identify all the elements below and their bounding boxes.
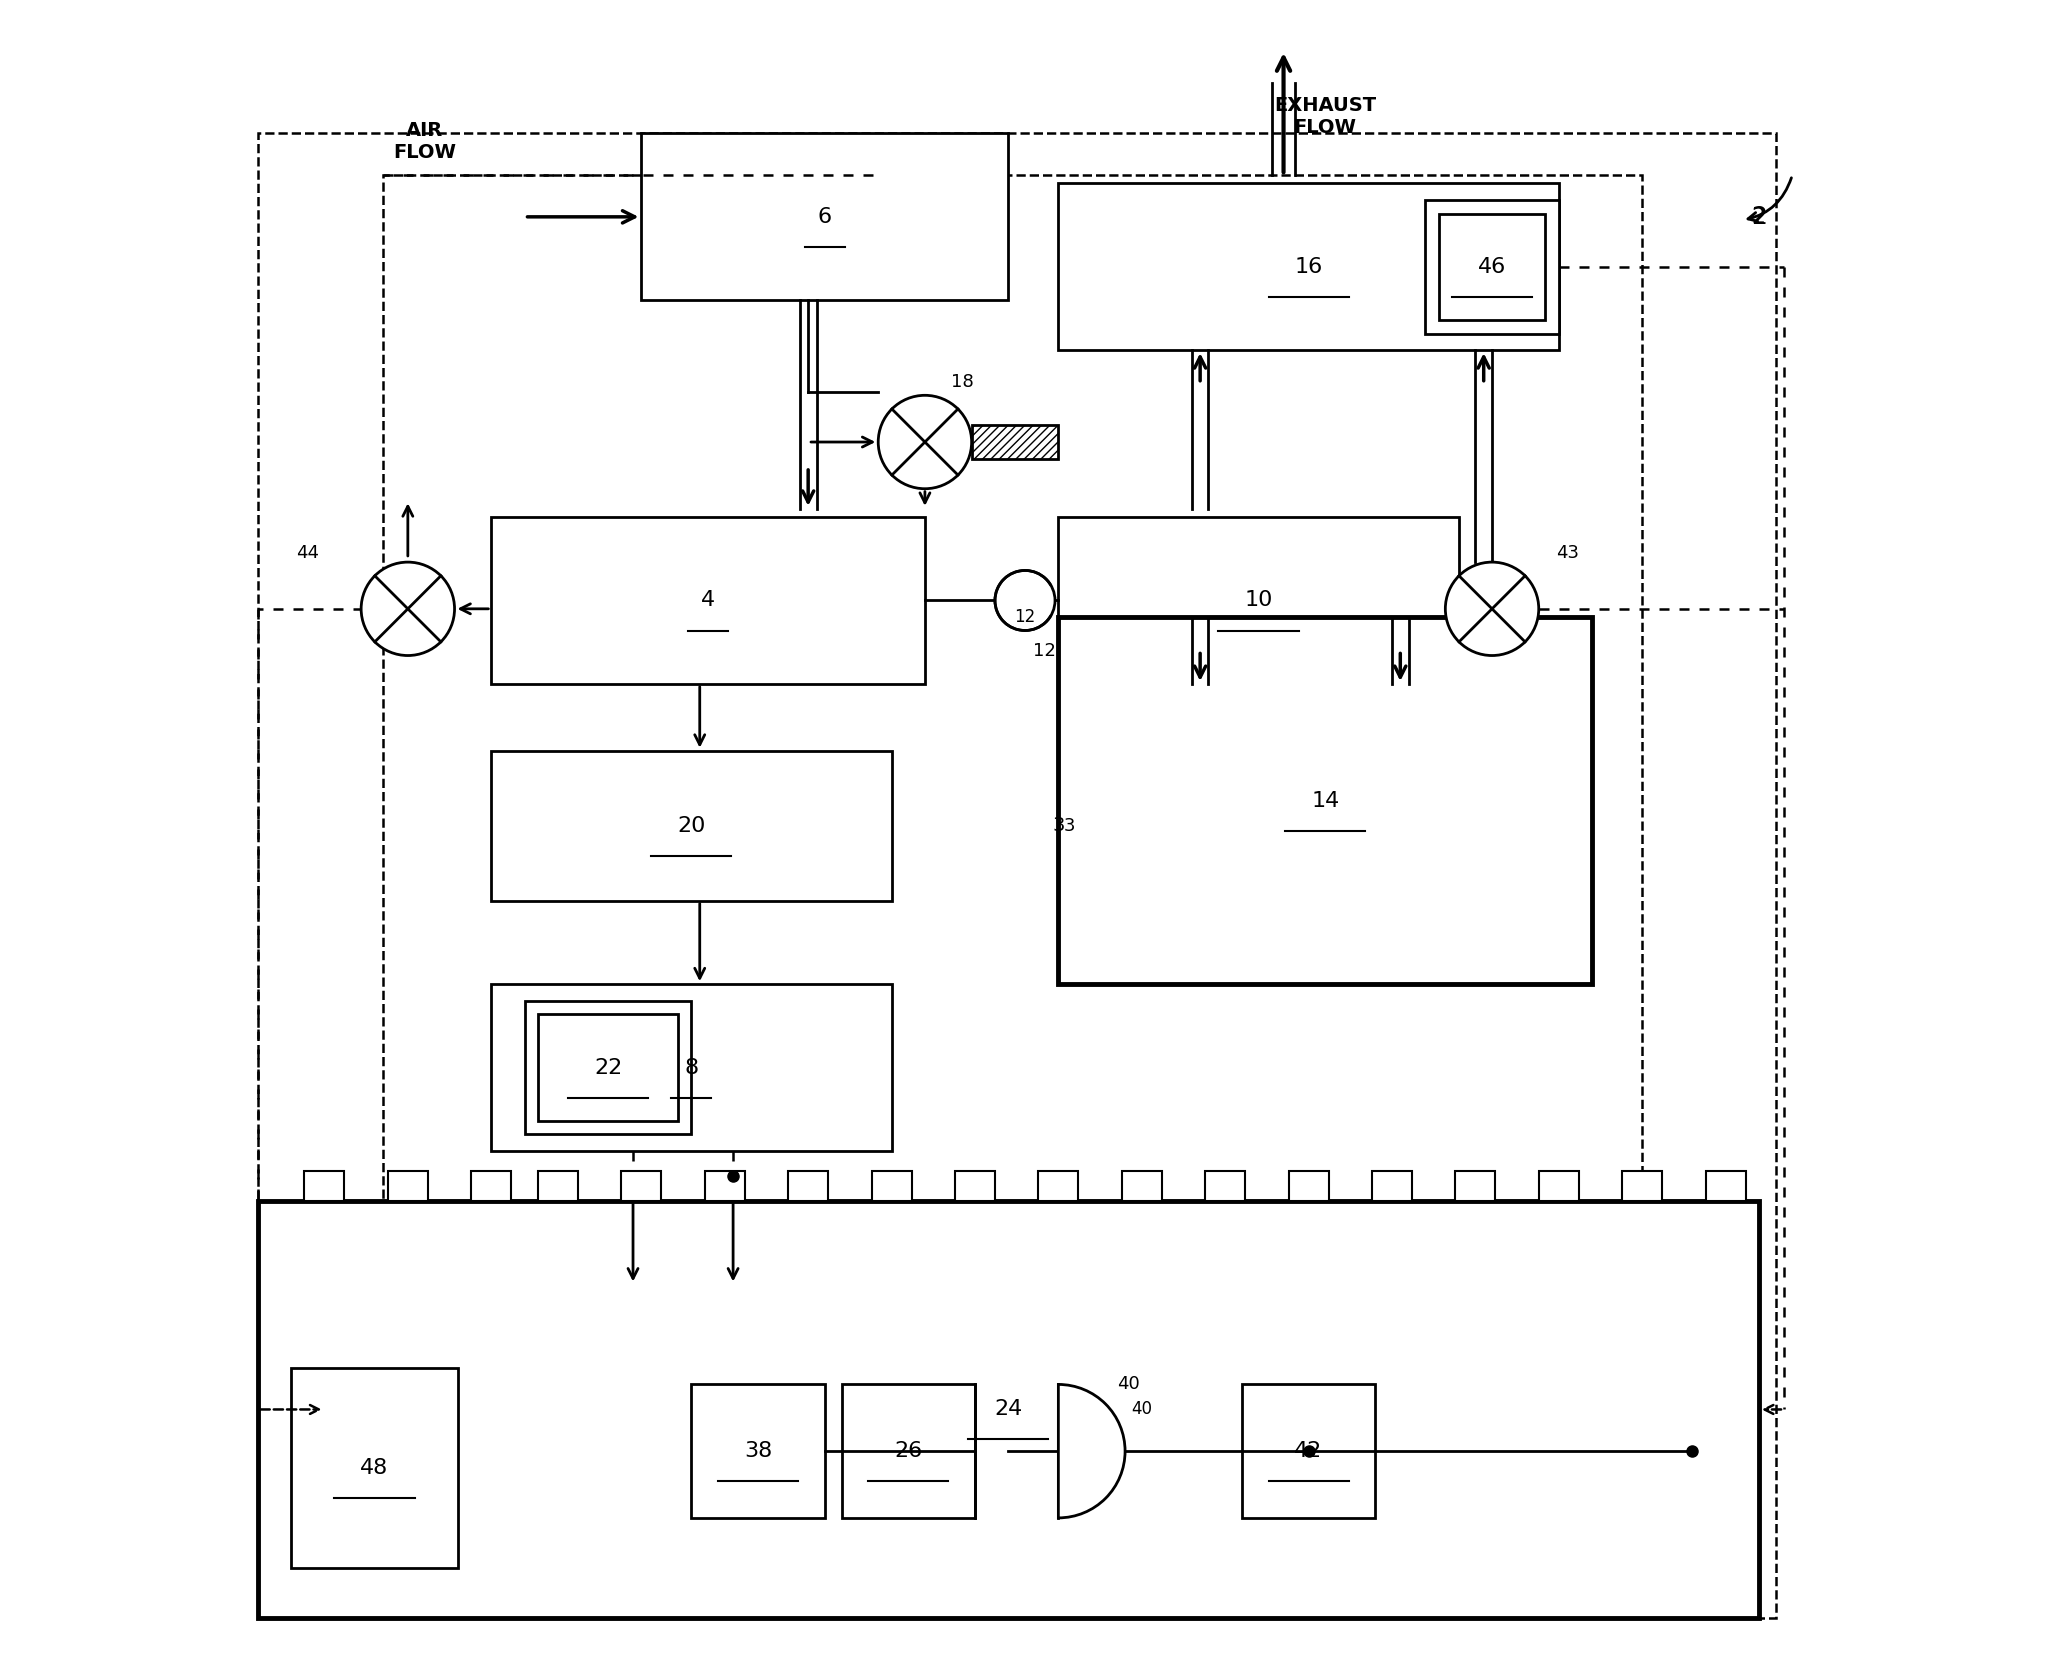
Bar	[537, 1171, 578, 1201]
Bar	[621, 1171, 662, 1201]
Text: AIR
FLOW: AIR FLOW	[394, 122, 455, 162]
Text: 26: 26	[894, 1441, 922, 1461]
Text: 2: 2	[1751, 205, 1767, 229]
Bar	[642, 133, 1009, 300]
Text: 40: 40	[1117, 1376, 1140, 1393]
Text: 42: 42	[1294, 1441, 1322, 1461]
Bar	[1540, 1171, 1578, 1201]
Text: 3: 3	[1052, 816, 1064, 836]
Text: 22: 22	[594, 1058, 621, 1078]
Text: 24: 24	[994, 1399, 1023, 1419]
Circle shape	[994, 570, 1056, 631]
Bar	[291, 1368, 457, 1568]
Text: 40: 40	[1132, 1401, 1152, 1418]
Bar	[303, 1171, 344, 1201]
Bar	[387, 1171, 428, 1201]
Bar	[472, 1171, 510, 1201]
Text: 48: 48	[361, 1458, 390, 1478]
Circle shape	[1445, 562, 1540, 656]
Text: 2: 2	[1753, 207, 1765, 227]
Bar	[1425, 200, 1558, 334]
Bar	[537, 1014, 679, 1121]
Bar	[1456, 1171, 1494, 1201]
Circle shape	[361, 562, 455, 656]
Text: 46: 46	[1478, 257, 1507, 277]
Bar	[1058, 183, 1558, 350]
Bar	[1058, 617, 1593, 984]
Bar	[492, 517, 925, 684]
Bar	[1205, 1171, 1244, 1201]
Circle shape	[877, 395, 972, 489]
Text: 6: 6	[818, 207, 832, 227]
Text: EXHAUST
FLOW: EXHAUST FLOW	[1275, 97, 1376, 137]
Bar	[955, 1171, 994, 1201]
Bar	[871, 1171, 912, 1201]
Bar	[1039, 1171, 1078, 1201]
Bar	[1622, 1171, 1663, 1201]
Text: 18: 18	[951, 374, 974, 390]
Text: 3: 3	[1064, 817, 1074, 834]
Bar	[972, 425, 1058, 459]
Bar	[705, 1171, 744, 1201]
Text: 16: 16	[1294, 257, 1322, 277]
Bar	[258, 1201, 1759, 1618]
Text: 12: 12	[1033, 642, 1056, 659]
Text: 43: 43	[1556, 544, 1578, 562]
Wedge shape	[1058, 1384, 1125, 1518]
Bar	[1439, 214, 1546, 320]
Text: 44: 44	[297, 544, 320, 562]
Bar	[1121, 1171, 1162, 1201]
Text: 10: 10	[1244, 590, 1273, 610]
Bar	[1706, 1171, 1747, 1201]
Bar	[383, 175, 1642, 1201]
Bar	[492, 984, 892, 1151]
Bar	[840, 1384, 976, 1518]
Bar	[691, 1384, 824, 1518]
Bar	[1289, 1171, 1328, 1201]
Bar	[787, 1171, 828, 1201]
Bar	[1242, 1384, 1376, 1518]
Text: 8: 8	[685, 1058, 699, 1078]
Text: 4: 4	[701, 590, 715, 610]
Bar	[258, 133, 1775, 1618]
Text: 14: 14	[1312, 791, 1339, 811]
Text: 20: 20	[676, 816, 705, 836]
Text: 38: 38	[744, 1441, 773, 1461]
Text: 12: 12	[1015, 609, 1035, 626]
Bar	[1371, 1171, 1412, 1201]
Bar	[525, 1001, 691, 1134]
Bar	[1058, 517, 1460, 684]
Bar	[492, 751, 892, 901]
